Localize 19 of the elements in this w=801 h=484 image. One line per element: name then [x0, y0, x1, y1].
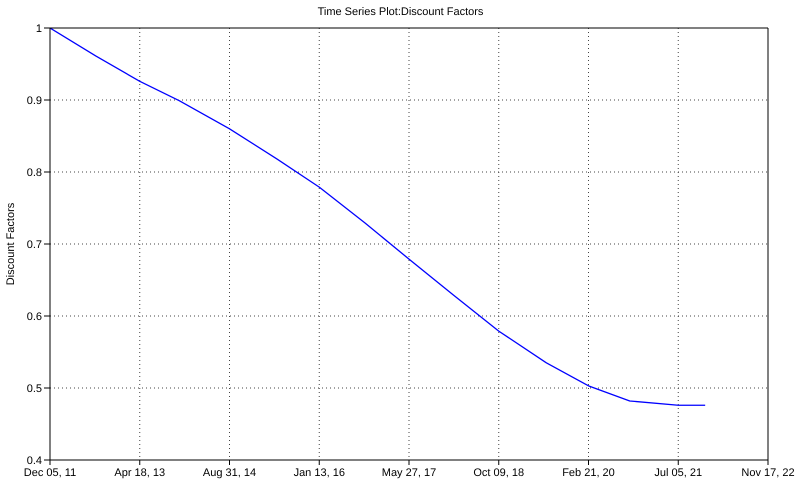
y-tick-label: 0.5 — [26, 382, 42, 395]
x-tick-label: Feb 21, 20 — [562, 466, 615, 479]
x-tick-label: Aug 31, 14 — [202, 466, 256, 479]
x-tick-label: Apr 18, 13 — [114, 466, 166, 479]
y-tick-label: 0.8 — [26, 166, 42, 179]
chart-title: Time Series Plot:Discount Factors — [316, 6, 484, 18]
x-tick-label: Jan 13, 16 — [294, 466, 345, 479]
x-tick-label: Nov 17, 22 — [741, 466, 795, 479]
y-tick-label: 0.6 — [26, 310, 42, 323]
y-tick-label: 0.9 — [26, 94, 42, 107]
x-tick-label: May 27, 17 — [382, 466, 436, 479]
x-tick-label: Oct 09, 18 — [473, 466, 524, 479]
y-axis-title: Discount Factors — [4, 202, 17, 286]
y-tick-label: 0.7 — [26, 238, 42, 251]
line-series — [50, 28, 706, 406]
y-tick-label: 1 — [36, 22, 42, 35]
x-tick-label: Dec 05, 11 — [24, 466, 76, 479]
y-tick-label: 0.4 — [26, 454, 42, 467]
x-tick-label: Jul 05, 21 — [654, 466, 702, 479]
